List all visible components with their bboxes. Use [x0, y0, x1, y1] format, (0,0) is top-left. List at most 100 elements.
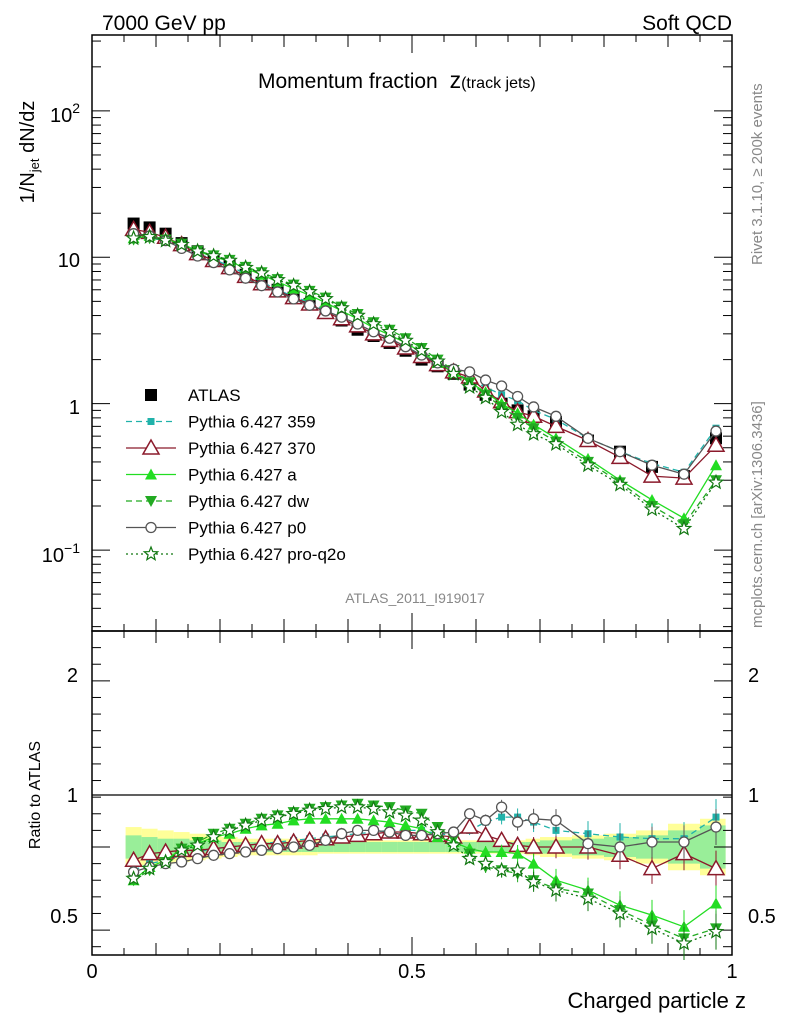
data-point — [237, 258, 254, 275]
xtick-1: 1 — [726, 961, 737, 983]
data-point — [253, 264, 270, 281]
main-series-layer — [124, 217, 726, 536]
ratio-point — [611, 904, 629, 921]
ratio-ytick-0p5-right: 0.5 — [748, 906, 776, 928]
data-point — [614, 446, 626, 458]
data-point — [319, 305, 332, 317]
data-point — [303, 299, 316, 311]
legend-item: Pythia 6.427 a — [126, 466, 297, 485]
ratio-point — [546, 837, 566, 854]
ratio-point — [271, 843, 284, 855]
ratio-point — [479, 845, 492, 857]
legend-marker — [147, 418, 155, 425]
ratio-point — [527, 857, 540, 869]
ratio-point — [399, 829, 412, 842]
data-point — [445, 365, 462, 381]
ratio-point — [492, 830, 511, 848]
ratio-point — [173, 841, 190, 858]
ratio-panel-frame — [91, 630, 733, 956]
ratio-point — [495, 845, 508, 857]
ratio-point — [351, 812, 364, 824]
data-point — [335, 311, 348, 323]
data-point — [255, 280, 268, 292]
ratio-point — [381, 803, 398, 820]
ratio-point — [397, 806, 414, 823]
legend-label: Pythia 6.427 a — [188, 466, 297, 485]
ratio-point — [706, 859, 726, 876]
data-point — [511, 390, 524, 403]
stat-band — [413, 842, 430, 852]
legend-marker — [142, 545, 160, 562]
ratio-point — [579, 889, 597, 906]
data-point — [582, 432, 594, 444]
stat-band — [397, 842, 414, 852]
x-tick-labels: 0 0.5 1 — [86, 961, 737, 983]
legend: ATLAS Pythia 6.427 359 Pythia 6.427 370 Pyt… — [126, 386, 346, 564]
ratio-point — [125, 869, 142, 886]
data-point — [675, 520, 693, 536]
data-point — [493, 403, 510, 419]
data-point — [221, 251, 238, 268]
data-point — [646, 459, 658, 471]
ratio-point — [319, 812, 332, 824]
ratio-point — [710, 897, 722, 909]
plot-title: Momentum fraction z(track jets) — [258, 67, 536, 93]
axis-ticks — [91, 35, 733, 955]
main-y-tick-labels: 102 10 1 10−1 — [42, 100, 80, 567]
ratio-point — [429, 823, 446, 840]
legend-label: Pythia 6.427 pro-q2o — [188, 545, 346, 564]
main-y-axis-label: 1/Njet dN/dz — [17, 101, 42, 204]
ratio-point — [239, 846, 252, 858]
stat-band — [317, 842, 334, 852]
ratio-point — [333, 798, 350, 815]
data-point — [239, 272, 252, 284]
data-point — [463, 366, 476, 378]
soft-qcd-label: Soft QCD — [642, 12, 732, 35]
ratio-point — [140, 844, 159, 861]
data-point — [333, 299, 350, 316]
legend-label: Pythia 6.427 p0 — [188, 519, 306, 538]
ratio-point — [582, 838, 594, 850]
legend-label: Pythia 6.427 359 — [188, 413, 316, 432]
energy-label: 7000 GeV pp — [102, 12, 226, 35]
ratio-point — [319, 834, 332, 847]
ratio-point — [511, 816, 524, 828]
ratio-point — [646, 836, 658, 848]
series-4 — [127, 233, 722, 531]
ratio-point — [221, 821, 238, 838]
ytick-label-1: 1 — [69, 397, 80, 419]
ratio-point — [675, 934, 693, 951]
xtick-0: 0 — [86, 961, 97, 983]
series-6 — [125, 228, 725, 536]
data-point — [461, 378, 478, 395]
ratio-point — [509, 861, 526, 878]
data-point — [579, 456, 597, 473]
ratio-point — [189, 836, 206, 853]
legend-label: Pythia 6.427 dw — [188, 492, 310, 511]
mcplots-label: mcplots.cern.ch [arXiv:1306.3436] — [749, 401, 766, 628]
ratio-point — [479, 814, 492, 827]
x-axis-label: Charged particle z — [567, 988, 746, 1013]
ratio-point — [527, 813, 540, 825]
stat-band — [381, 842, 398, 852]
data-point — [642, 466, 662, 483]
ratio-point — [399, 819, 412, 831]
data-point — [301, 283, 318, 299]
ratio-point — [678, 836, 690, 848]
data-point — [678, 468, 690, 480]
legend-marker — [141, 438, 161, 455]
ratio-point — [547, 881, 565, 898]
data-point — [706, 435, 726, 453]
legend-item: Pythia 6.427 370 — [126, 438, 316, 458]
data-point — [381, 323, 398, 339]
ratio-point — [207, 849, 220, 861]
data-point — [611, 475, 629, 492]
ratio-point — [367, 824, 380, 837]
data-point — [643, 500, 661, 517]
stat-band — [125, 835, 142, 859]
ratio-point — [383, 816, 396, 828]
legend-item: Pythia 6.427 359 — [126, 413, 316, 432]
data-point — [271, 286, 284, 298]
ratio-point — [476, 825, 495, 843]
